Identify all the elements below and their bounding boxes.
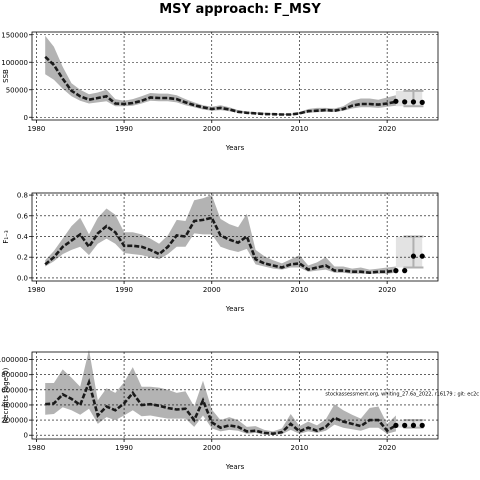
y-tick-label: 0 bbox=[24, 114, 28, 122]
series-line bbox=[44, 216, 397, 275]
confidence-band bbox=[45, 35, 396, 115]
x-tick-label: 1980 bbox=[27, 125, 45, 133]
x-axis-label: Years bbox=[225, 305, 245, 313]
forecast-band bbox=[395, 236, 423, 268]
x-tick-label: 2010 bbox=[291, 444, 309, 452]
y-tick-label: 800000 bbox=[1, 371, 28, 379]
figure-title: MSY approach: F_MSY bbox=[159, 2, 321, 17]
axes-frame bbox=[31, 192, 439, 282]
x-tick-label: 2000 bbox=[203, 286, 221, 294]
y-axis-label: F₁₋₃ bbox=[2, 230, 10, 244]
x-tick-label: 1990 bbox=[115, 286, 133, 294]
y-tick-label: 0.0 bbox=[17, 274, 28, 282]
y-tick-label: 400000 bbox=[1, 401, 28, 409]
ssb-panel: 1980 1990 2000 2010 2020 0 50000 100000 150000 Ye… bbox=[1, 31, 439, 152]
forecast-point bbox=[419, 422, 425, 428]
x-tick-label: 1980 bbox=[27, 444, 45, 452]
x-tick-label: 2020 bbox=[378, 286, 396, 294]
recruitment-panel: 1980 1990 2000 2010 2020 0 200000 400000 600000 8… bbox=[0, 349, 479, 471]
forecast-point bbox=[393, 268, 399, 274]
y-tick-label: 50000 bbox=[6, 86, 28, 94]
axes-frame bbox=[31, 31, 439, 121]
forecast-point bbox=[410, 422, 417, 428]
x-axis-label: Years bbox=[225, 144, 245, 152]
version-annotation: stockassessment.org, whiting_27.6a_2022,… bbox=[325, 392, 479, 398]
x-tick-label: 2020 bbox=[378, 125, 396, 133]
y-tick-label: 200000 bbox=[1, 417, 28, 425]
axes-frame bbox=[31, 351, 439, 440]
x-tick-label: 2010 bbox=[291, 286, 309, 294]
fishing-mortality-panel: 1980 1990 2000 2010 2020 0.0 0.2 0.4 0.6 0.8 Years… bbox=[2, 192, 439, 313]
x-axis-label: Years bbox=[225, 463, 245, 471]
y-axis-label: Recruits (age 0) bbox=[2, 367, 10, 423]
forecast-band bbox=[395, 420, 423, 428]
x-tick-label: 1990 bbox=[115, 125, 133, 133]
forecast-point bbox=[419, 99, 425, 105]
y-tick-label: 600000 bbox=[1, 386, 28, 394]
series-line bbox=[45, 378, 397, 436]
y-axis-label: SSB bbox=[2, 69, 10, 83]
x-tick-label: 2020 bbox=[378, 444, 396, 452]
series-line bbox=[44, 55, 397, 116]
y-tick-label: 0.2 bbox=[17, 254, 28, 262]
confidence-band bbox=[45, 349, 396, 435]
forecast-point bbox=[410, 99, 417, 105]
forecast-point bbox=[410, 253, 417, 259]
forecast-point bbox=[393, 98, 399, 104]
y-tick-label: 0 bbox=[24, 432, 28, 440]
x-tick-label: 2010 bbox=[291, 125, 309, 133]
y-tick-label: 150000 bbox=[1, 31, 28, 39]
x-tick-label: 1980 bbox=[27, 286, 45, 294]
y-tick-label: 0.4 bbox=[17, 233, 29, 241]
forecast-point bbox=[393, 422, 399, 428]
y-tick-label: 1000000 bbox=[0, 356, 28, 364]
x-tick-label: 2000 bbox=[203, 444, 221, 452]
y-tick-label: 100000 bbox=[1, 59, 28, 67]
x-tick-label: 1990 bbox=[115, 444, 133, 452]
forecast-point bbox=[402, 268, 408, 274]
x-tick-label: 2000 bbox=[203, 125, 221, 133]
forecast-point bbox=[402, 99, 408, 105]
y-tick-label: 0.8 bbox=[17, 192, 28, 200]
y-tick-label: 0.6 bbox=[17, 212, 29, 220]
forecast-band bbox=[395, 90, 423, 107]
forecast-point bbox=[419, 253, 425, 259]
forecast-point bbox=[402, 422, 408, 428]
